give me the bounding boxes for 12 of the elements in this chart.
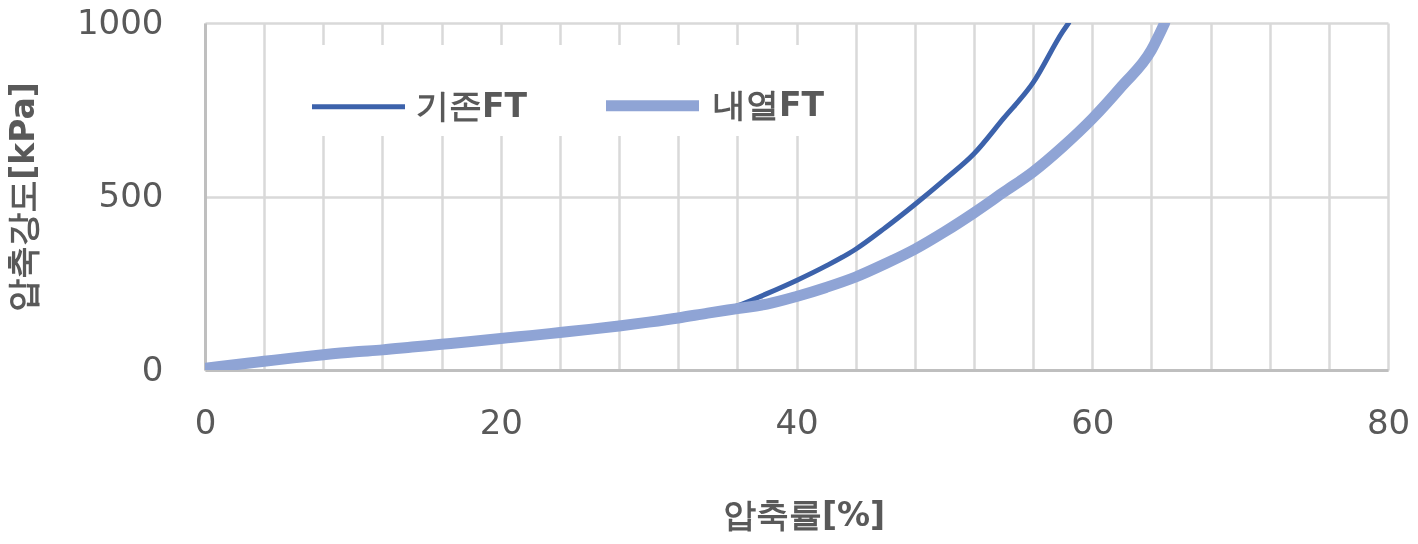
x-tick-label: 60 [1071,401,1115,442]
x-tick-label: 20 [479,401,523,442]
y-tick-label: 1000 [76,1,164,42]
x-tick-label: 0 [194,401,217,442]
x-tick-label: 40 [775,401,819,442]
y-tick-label: 0 [141,348,164,389]
legend-label: 기존FT [416,85,528,125]
legend-label: 내열FT [713,84,825,124]
x-tick-label: 80 [1366,401,1411,442]
y-tick-label: 500 [98,175,164,215]
x-axis-title: 압축률[%] [722,494,886,534]
y-axis-title: 압축강도[kPa] [2,82,42,312]
